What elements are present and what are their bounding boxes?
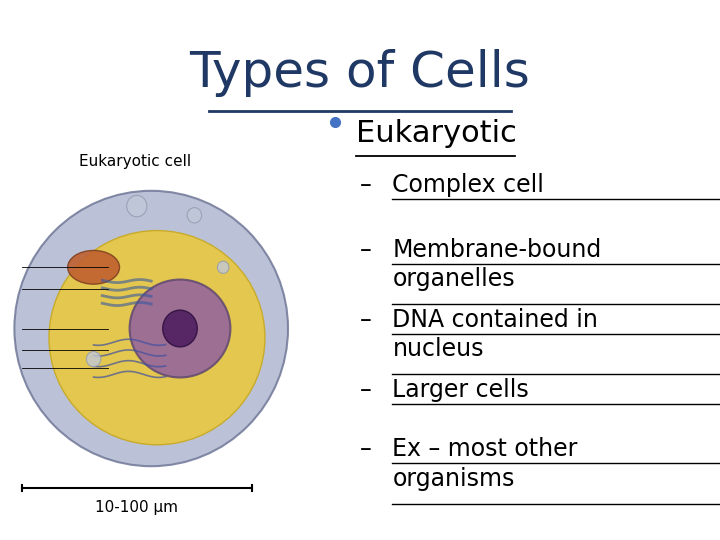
Text: Ex – most other
organisms: Ex – most other organisms xyxy=(392,437,577,491)
Text: Eukaryotic cell: Eukaryotic cell xyxy=(79,154,192,169)
Text: –: – xyxy=(360,173,372,197)
Ellipse shape xyxy=(130,280,230,377)
Text: –: – xyxy=(360,238,372,261)
Text: Membrane-bound
organelles: Membrane-bound organelles xyxy=(392,238,602,291)
Ellipse shape xyxy=(14,191,288,466)
Circle shape xyxy=(187,208,202,223)
Text: Larger cells: Larger cells xyxy=(392,378,529,402)
Ellipse shape xyxy=(49,231,265,445)
Text: –: – xyxy=(360,378,372,402)
Text: –: – xyxy=(360,437,372,461)
Circle shape xyxy=(127,195,147,217)
Circle shape xyxy=(217,261,229,273)
Circle shape xyxy=(86,352,101,367)
Text: Eukaryotic: Eukaryotic xyxy=(356,119,517,148)
Text: DNA contained in
nucleus: DNA contained in nucleus xyxy=(392,308,598,361)
Circle shape xyxy=(163,310,197,347)
Text: Types of Cells: Types of Cells xyxy=(189,49,531,97)
Text: –: – xyxy=(360,308,372,332)
Text: Complex cell: Complex cell xyxy=(392,173,544,197)
Text: 10-100 μm: 10-100 μm xyxy=(95,500,179,515)
Ellipse shape xyxy=(68,251,120,284)
